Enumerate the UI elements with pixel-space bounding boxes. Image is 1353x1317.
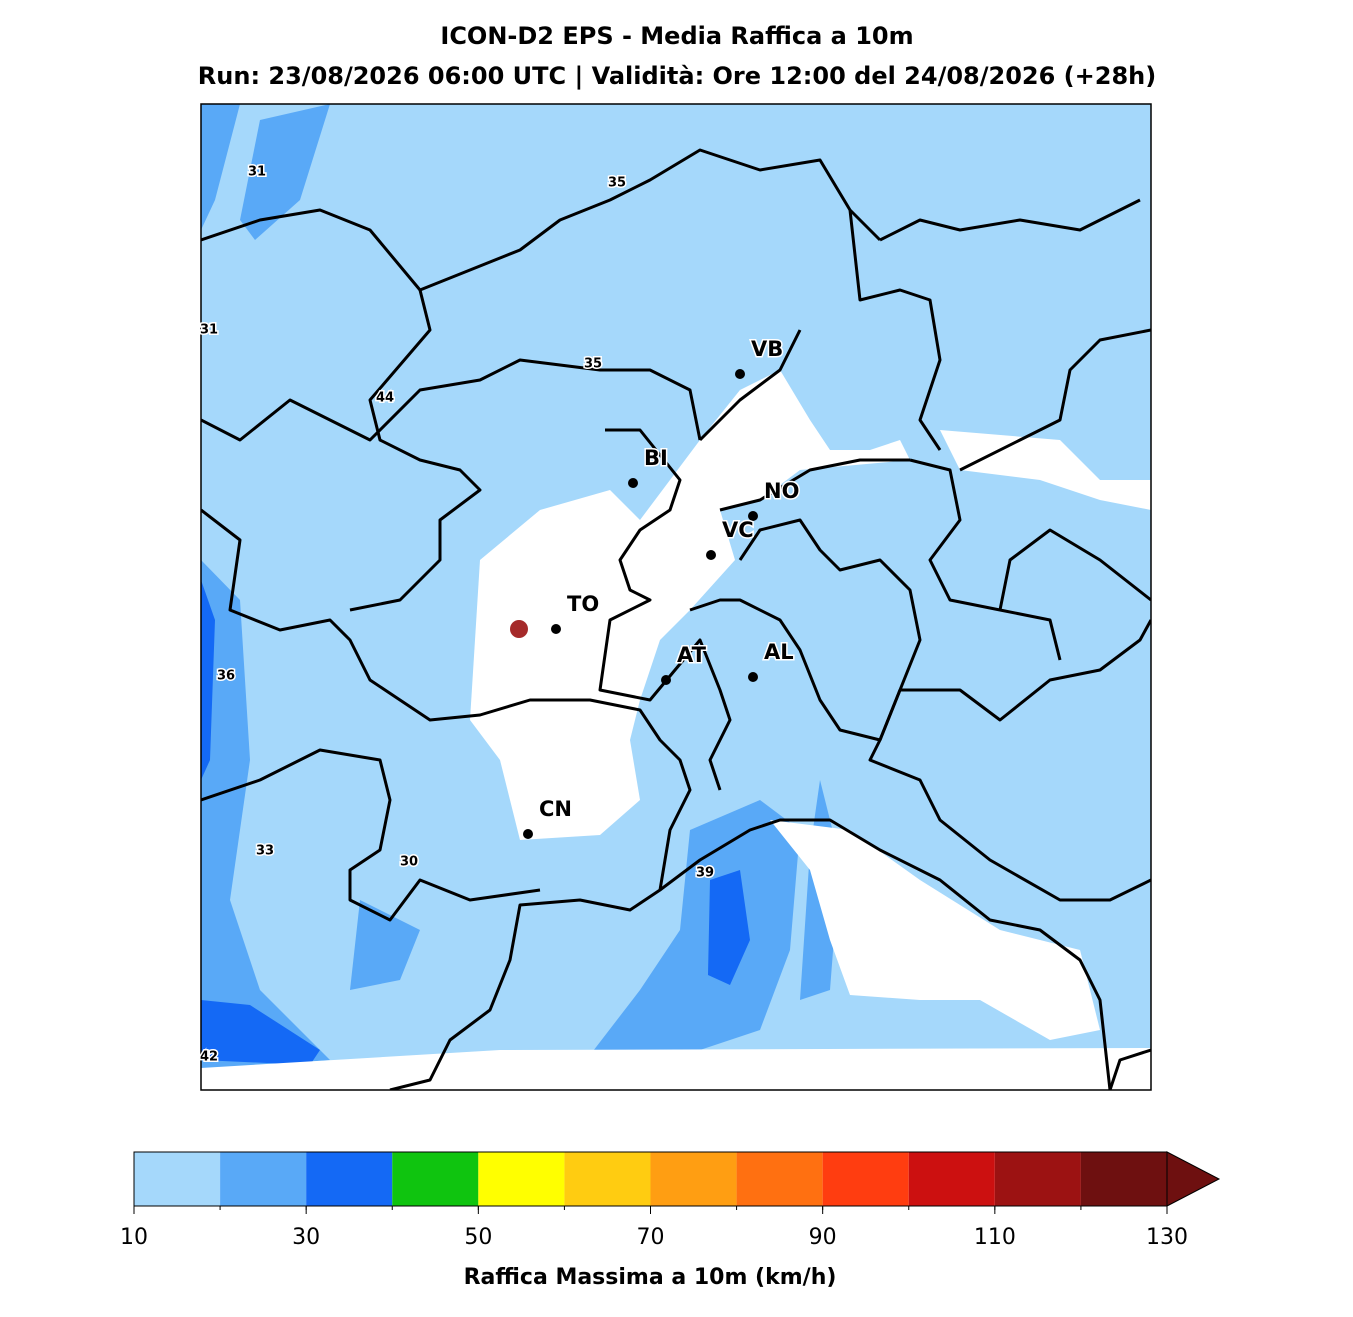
colorbar-segment (392, 1152, 479, 1206)
city-dot (748, 672, 758, 682)
colorbar-tick-label: 30 (292, 1225, 320, 1250)
colorbar-segment (306, 1152, 393, 1206)
contour-label: 42 (200, 1050, 218, 1065)
colorbar-segment (478, 1152, 565, 1206)
colorbar-extend (1166, 1151, 1221, 1207)
city-label: AL (764, 640, 794, 664)
city-dot (523, 829, 533, 839)
city-label: BI (644, 446, 668, 470)
contour-label: 35 (608, 176, 626, 191)
colorbar: 10 30 50 70 90 110 130 (120, 1151, 1221, 1250)
city-label: VB (751, 337, 783, 361)
colorbar-segment (220, 1152, 307, 1206)
contour-label: 39 (696, 866, 714, 881)
overlay: VB BI NO VC TO AT AL CN 31 35 31 35 44 36 33 30 39 42 (198, 163, 800, 1066)
colorbar-label: Raffica Massima a 10m (km/h) (464, 1265, 837, 1290)
colorbar-segment (994, 1152, 1081, 1206)
colorbar-tick-label: 90 (809, 1225, 837, 1250)
colorbar-tick-label: 70 (637, 1225, 665, 1250)
colorbar-segment (564, 1152, 651, 1206)
city-label: TO (567, 592, 599, 616)
city-dot (661, 675, 671, 685)
colorbar-segment (908, 1152, 995, 1206)
title: ICON-D2 EPS - Media Raffica a 10m (440, 22, 913, 50)
colorbar-segment (1080, 1152, 1167, 1206)
contour-label: 35 (584, 357, 602, 372)
map-frame (200, 103, 1152, 1091)
city-dot (628, 478, 638, 488)
colorbar-segment (736, 1152, 823, 1206)
city-dot (748, 511, 758, 521)
contour-label: 31 (200, 323, 218, 338)
city-label: VC (722, 518, 754, 542)
city-dot (735, 369, 745, 379)
city-dot (551, 624, 561, 634)
contour-label: 30 (400, 855, 418, 870)
colorbar-tick-label: 50 (464, 1225, 492, 1250)
city-dot (706, 550, 716, 560)
colorbar-tick-label: 130 (1146, 1225, 1188, 1250)
map (201, 104, 1151, 1090)
city-label: CN (539, 797, 572, 821)
colorbar-tick-label: 10 (120, 1225, 148, 1250)
colorbar-tick-label: 110 (974, 1225, 1016, 1250)
contour-label: 36 (217, 669, 235, 684)
city-label: NO (764, 479, 799, 503)
subtitle: Run: 23/08/2026 06:00 UTC | Validità: Or… (198, 62, 1156, 90)
colorbar-segment (134, 1152, 221, 1206)
contour-label: 33 (256, 844, 274, 859)
colorbar-segment (650, 1152, 737, 1206)
colorbar-segment (822, 1152, 909, 1206)
contour-label: 31 (248, 165, 266, 180)
location-marker (510, 620, 528, 638)
contour-label: 44 (376, 391, 394, 406)
city-label: AT (677, 643, 707, 667)
